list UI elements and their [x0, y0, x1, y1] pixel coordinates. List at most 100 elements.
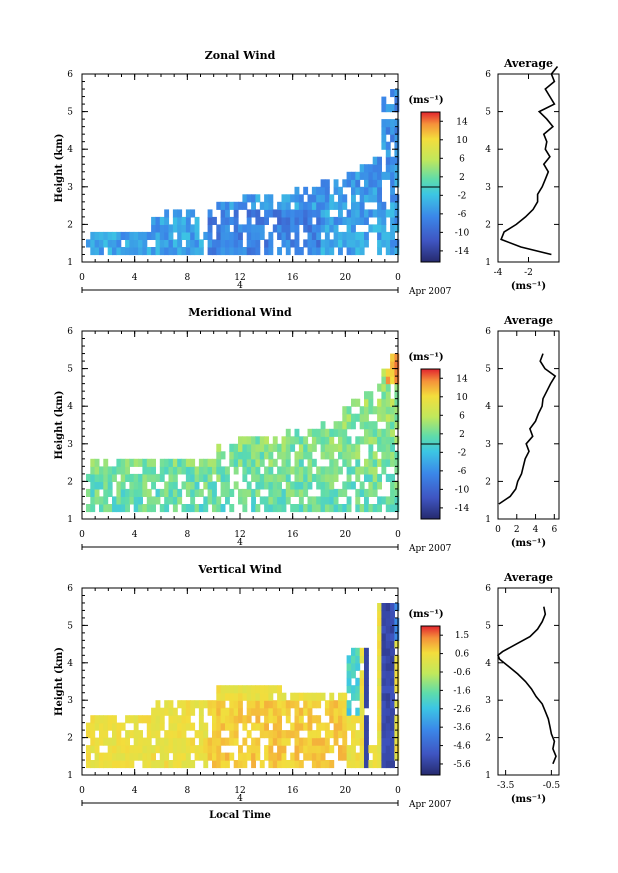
heatmap-cell — [381, 436, 387, 445]
heatmap-cell — [285, 216, 291, 225]
heatmap-cell — [251, 692, 256, 701]
heatmap-cell — [355, 504, 361, 513]
heatmap-cell — [385, 685, 391, 694]
heatmap-cell — [381, 398, 387, 407]
heatmap-cell — [255, 745, 261, 754]
heatmap-cell — [355, 647, 361, 656]
heatmap-cell — [164, 481, 170, 490]
heatmap-cell — [185, 700, 191, 709]
heatmap-cell — [116, 737, 122, 746]
heatmap-cell — [164, 231, 170, 240]
heatmap-cell — [346, 760, 352, 769]
heatmap-cell — [238, 692, 243, 701]
heatmap-cell — [194, 730, 200, 739]
heatmap-cell — [90, 496, 96, 505]
heatmap-cell — [390, 496, 395, 505]
heatmap-cell — [103, 715, 109, 724]
heatmap-cell — [385, 458, 391, 467]
heatmap-cell — [294, 752, 300, 761]
heatmap-cell — [259, 481, 265, 490]
heatmap-cell — [385, 231, 391, 240]
heatmap-cell — [290, 700, 296, 709]
heatmap-cell — [185, 752, 191, 761]
heatmap-cell — [333, 466, 339, 475]
colorbar-tick-label: -10 — [455, 228, 470, 238]
heatmap-cell — [316, 752, 322, 761]
heatmap-cell — [103, 722, 109, 731]
heatmap-cell — [346, 458, 352, 467]
heatmap-cell — [120, 752, 126, 761]
heatmap-cell — [342, 745, 348, 754]
heatmap-cell — [203, 700, 209, 709]
heatmap-cell — [194, 504, 200, 513]
heatmap-cell — [268, 481, 274, 490]
heatmap-cell — [394, 239, 400, 248]
heatmap-cell — [351, 737, 356, 746]
heatmap-cell — [307, 473, 313, 482]
heatmap-cell — [207, 209, 213, 218]
heatmap-cell — [377, 625, 382, 634]
heatmap-cell — [338, 194, 343, 203]
colorbar-tick-label: 6 — [459, 154, 465, 164]
profile-title: Average — [503, 314, 553, 327]
heatmap-cell — [233, 481, 239, 490]
heatmap-cell — [359, 186, 365, 195]
heatmap-cell — [311, 201, 317, 210]
heatmap-cell — [264, 216, 269, 225]
heatmap-cell — [385, 141, 391, 150]
heatmap-cell — [316, 428, 322, 437]
heatmap-cell — [225, 752, 230, 761]
heatmap-cell — [155, 239, 161, 248]
heatmap-cell — [381, 171, 387, 180]
heatmap-cell — [185, 722, 191, 731]
heatmap-cell — [285, 231, 291, 240]
heatmap-cell — [251, 504, 256, 513]
heatmap-cell — [324, 428, 330, 437]
x-tick-label: 0 — [395, 530, 401, 540]
heatmap-cell — [99, 247, 104, 256]
heatmap-cell — [316, 239, 322, 248]
heatmap-cell — [207, 745, 213, 754]
heatmap-cell — [94, 247, 100, 256]
heatmap-cell — [372, 194, 378, 203]
colorbar-tick-label: 2 — [459, 173, 465, 183]
heatmap-cell — [268, 707, 274, 716]
heatmap-cell — [251, 700, 256, 709]
heatmap-cell — [364, 700, 369, 709]
heatmap-cell — [229, 443, 235, 452]
heatmap-cell — [368, 421, 374, 430]
heatmap-cell — [190, 707, 196, 716]
heatmap-cell — [220, 707, 226, 716]
heatmap-cell — [146, 730, 152, 739]
heatmap-cell — [372, 224, 378, 233]
heatmap-cell — [285, 760, 291, 769]
heatmap-cell — [198, 504, 204, 513]
heatmap-cell — [233, 707, 239, 716]
heatmap-cell — [324, 760, 330, 769]
heatmap-cell — [311, 730, 317, 739]
heatmap-cell — [342, 715, 348, 724]
heatmap-cell — [381, 603, 387, 612]
heatmap-cell — [285, 496, 291, 505]
heatmap-cell — [203, 458, 209, 467]
heatmap-cell — [220, 451, 226, 460]
colorbar-tick-label: -2 — [458, 191, 467, 201]
heatmap-cell — [255, 722, 261, 731]
heatmap-cell — [377, 677, 382, 686]
heatmap-cell — [324, 179, 330, 188]
heatmap-cell — [390, 413, 395, 422]
heatmap-cell — [259, 496, 265, 505]
heatmap-cell — [324, 730, 330, 739]
heatmap-cell — [142, 231, 148, 240]
heatmap-cell — [298, 488, 304, 497]
heatmap-cell — [364, 164, 369, 173]
heatmap-cell — [198, 737, 204, 746]
heatmap-cell — [272, 481, 278, 490]
heatmap-cell — [333, 715, 339, 724]
heatmap-cell — [103, 239, 109, 248]
heatmap-cell — [364, 655, 369, 664]
heatmap-cell — [290, 466, 296, 475]
heatmap-cell — [324, 473, 330, 482]
heatmap-cell — [238, 488, 243, 497]
heatmap-cell — [281, 451, 287, 460]
